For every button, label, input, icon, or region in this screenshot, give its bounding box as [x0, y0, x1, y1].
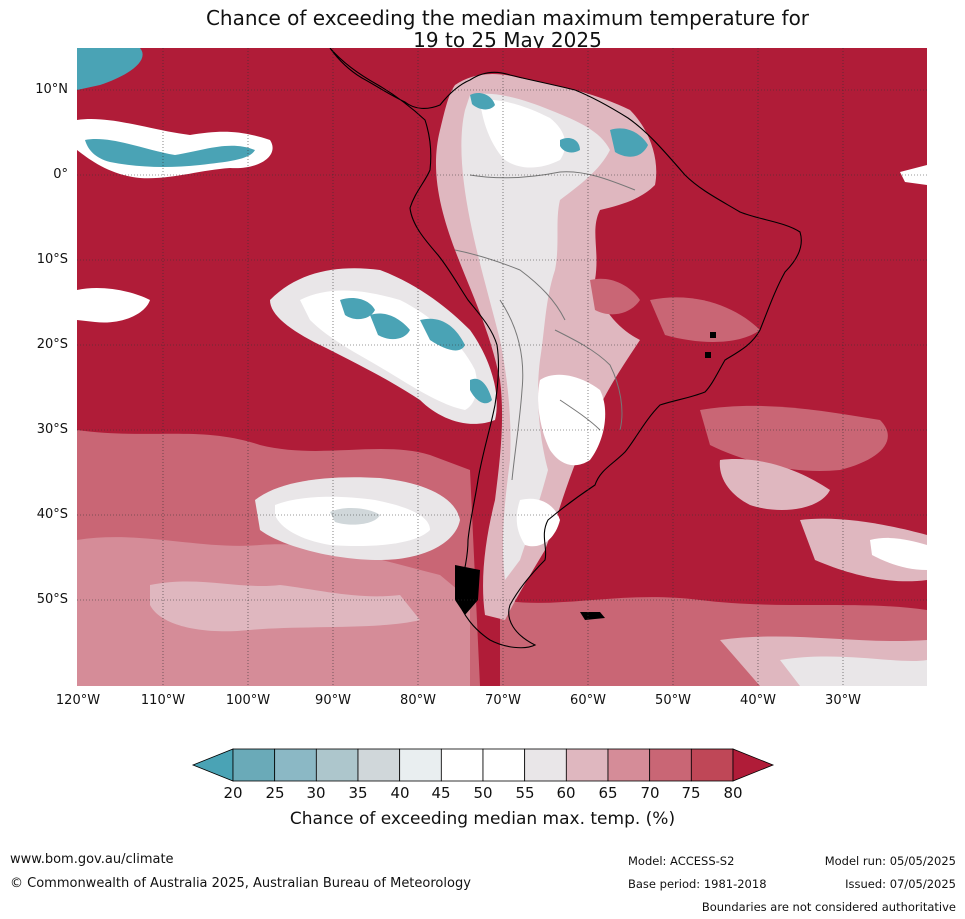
- colorbar-label: Chance of exceeding median max. temp. (%…: [289, 809, 676, 829]
- footer-url: www.bom.gov.au/climate: [10, 852, 174, 867]
- footer-issued: Issued: 07/05/2025: [845, 877, 956, 891]
- lon-label-90w: 90°W: [315, 693, 351, 708]
- colorbar-extend-low: [191, 748, 234, 782]
- lat-label-50s: 50°S: [36, 592, 68, 607]
- footer-base-period: Base period: 1981-2018: [628, 877, 767, 891]
- pacific-low-2-blue: [340, 298, 492, 404]
- lon-label-50w: 50°W: [655, 693, 691, 708]
- lon-label-80w: 80°W: [400, 693, 436, 708]
- continent-north-low: [480, 99, 566, 168]
- colorbar-segment: [690, 748, 734, 782]
- south-atlantic-pale-2: [800, 518, 927, 582]
- colorbar-segment: [565, 748, 609, 782]
- lat-label-10n: 10°N: [35, 82, 68, 97]
- colorbar-tick: 65: [598, 784, 618, 802]
- lon-label-120w: 120°W: [55, 693, 101, 708]
- footer-copyright: © Commonwealth of Australia 2025, Austra…: [10, 876, 471, 891]
- southern-atlantic-band-3: [780, 656, 927, 686]
- east-atlantic-low: [900, 165, 927, 185]
- pacific-low-1-blue: [330, 508, 380, 525]
- patagonia-low: [516, 498, 560, 547]
- colorbar-tick: 50: [473, 784, 493, 802]
- lon-label-60w: 60°W: [570, 693, 606, 708]
- colorbar-segment: [482, 748, 526, 782]
- pacific-low-2-core: [300, 290, 477, 410]
- colorbar-tick: 40: [390, 784, 410, 802]
- southern-pacific-band-3: [150, 581, 420, 632]
- colorbar-tick: 55: [515, 784, 535, 802]
- south-atlantic-low: [870, 537, 927, 570]
- country-borders: [454, 171, 636, 481]
- continent-south-low: [538, 374, 606, 466]
- footer-disclaimer: Boundaries are not considered authoritat…: [701, 900, 956, 914]
- colorbar-segment: [232, 748, 276, 782]
- colorbar-tick: 30: [306, 784, 326, 802]
- north-pacific-blue-2: [85, 138, 255, 167]
- footer-model: Model: ACCESS-S2: [628, 854, 735, 868]
- continent-neutral: [461, 93, 610, 580]
- colorbar: [191, 748, 775, 782]
- lat-label-10s: 10°S: [36, 252, 68, 267]
- lat-label-0: 0°: [53, 167, 68, 182]
- map-title-line1: Chance of exceeding the median maximum t…: [205, 6, 810, 30]
- coastline: [329, 48, 802, 649]
- continent-mid-high: [590, 278, 640, 315]
- colorbar-tick: 35: [348, 784, 368, 802]
- lat-label-40s: 40°S: [36, 507, 68, 522]
- footer-model-run: Model run: 05/05/2025: [824, 854, 956, 868]
- colorbar-tick: 20: [223, 784, 243, 802]
- continent-blue-patches: [470, 93, 648, 157]
- colorbar-segment: [315, 748, 359, 782]
- lat-label-20s: 20°S: [36, 337, 68, 352]
- gridlines: [77, 48, 927, 686]
- lon-label-100w: 100°W: [225, 693, 271, 708]
- north-pacific-blue-1: [77, 48, 143, 90]
- colorbar-segment: [607, 748, 651, 782]
- lon-label-110w: 110°W: [140, 693, 186, 708]
- colorbar-extend-high: [732, 748, 775, 782]
- lat-label-30s: 30°S: [36, 422, 68, 437]
- lon-label-30w: 30°W: [825, 693, 861, 708]
- map-title-line2: 19 to 25 May 2025: [413, 28, 602, 52]
- colorbar-segment: [440, 748, 484, 782]
- south-atlantic-pale: [719, 459, 830, 510]
- colorbar-tick: 45: [431, 784, 451, 802]
- colorbar-tick: 80: [723, 784, 743, 802]
- colorbar-segment: [524, 748, 567, 782]
- colorbar-tick: 60: [556, 784, 576, 802]
- colorbar-tick: 70: [640, 784, 660, 802]
- colorbar-segment: [649, 748, 692, 782]
- colorbar-segment: [274, 748, 317, 782]
- colorbar-segment: [357, 748, 401, 782]
- colorbar-segment: [399, 748, 442, 782]
- south-atlantic-moderate: [700, 405, 888, 471]
- colorbar-tick: 75: [681, 784, 701, 802]
- map-plot-area: [77, 48, 927, 686]
- east-brazil-moderate: [650, 297, 760, 342]
- lon-label-70w: 70°W: [485, 693, 521, 708]
- lon-label-40w: 40°W: [740, 693, 776, 708]
- pacific-low-3: [77, 288, 150, 323]
- colorbar-tick: 25: [265, 784, 285, 802]
